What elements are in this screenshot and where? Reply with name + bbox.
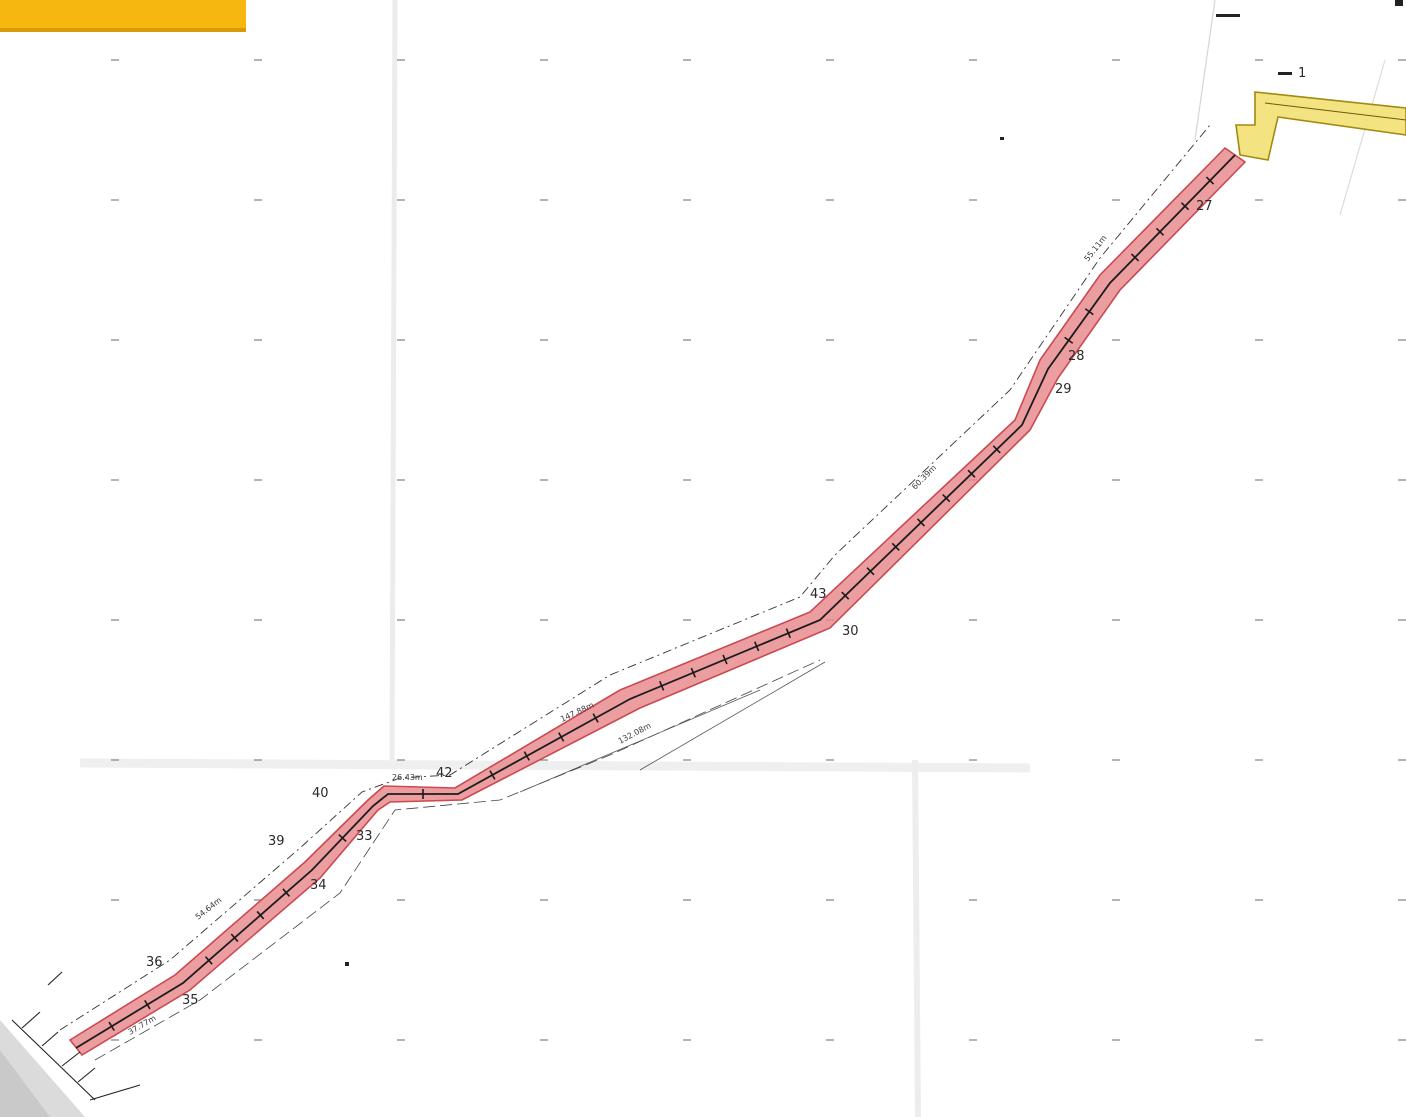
point-label-1: 1 bbox=[1298, 66, 1306, 81]
point-label-30: 30 bbox=[842, 624, 859, 639]
boundary-tick bbox=[204, 956, 213, 965]
point-label-28: 28 bbox=[1068, 349, 1085, 364]
point-label-35: 35 bbox=[182, 993, 199, 1008]
boundary-tick bbox=[754, 641, 760, 652]
boundary-tick bbox=[144, 999, 151, 1010]
boundary-tick bbox=[967, 469, 976, 478]
boundary-tick bbox=[916, 518, 926, 527]
boundary-tick bbox=[1130, 253, 1140, 262]
corridor-centerline bbox=[75, 154, 1236, 1049]
boundary-tick bbox=[1064, 336, 1074, 344]
boundary-tick bbox=[1205, 176, 1215, 185]
segment-label-7: 60.39m bbox=[910, 463, 938, 491]
boundary-tick bbox=[282, 888, 291, 897]
point-label-34: 34 bbox=[310, 878, 327, 893]
boundary-tick bbox=[1180, 202, 1190, 211]
boundary-tick bbox=[722, 654, 728, 665]
segment-label-6: 55.11m bbox=[1082, 233, 1108, 263]
segment-label-3: 26.43m bbox=[392, 773, 423, 782]
point-label-42: 42 bbox=[436, 766, 453, 781]
segment-label-2: 132.08m bbox=[617, 721, 653, 746]
boundary-tick bbox=[785, 628, 791, 639]
grid-marks bbox=[111, 59, 1406, 1041]
boundary-tick bbox=[108, 1021, 115, 1032]
offset-line-north bbox=[59, 124, 1211, 1031]
boundary-tick bbox=[866, 567, 875, 576]
point-label-39: 39 bbox=[268, 834, 285, 849]
boundary-tick bbox=[1155, 227, 1165, 236]
boundary-tick bbox=[489, 770, 496, 780]
dimension-block bbox=[11, 971, 141, 1101]
point-label-36: 36 bbox=[146, 955, 163, 970]
point-label-43: 43 bbox=[810, 587, 827, 602]
boundary-ticks bbox=[108, 176, 1215, 1032]
boundary-tick bbox=[891, 542, 900, 552]
boundary-tick bbox=[592, 713, 599, 723]
point-label-33: 33 bbox=[356, 829, 373, 844]
boundary-tick bbox=[256, 910, 265, 920]
offset-line-south bbox=[94, 659, 821, 1061]
survey-corridor bbox=[68, 146, 1247, 1057]
boundary-tick bbox=[230, 933, 239, 943]
boundary-tick bbox=[558, 732, 565, 742]
connector-parcel bbox=[1235, 91, 1406, 161]
boundary-tick bbox=[659, 680, 665, 691]
boundary-tick bbox=[841, 591, 850, 600]
boundary-tick bbox=[942, 493, 951, 503]
boundary-tick bbox=[523, 751, 530, 761]
point-label-40: 40 bbox=[312, 786, 329, 801]
boundary-tick bbox=[992, 445, 1001, 454]
boundary-tick bbox=[338, 833, 347, 843]
boundary-tick bbox=[1084, 308, 1094, 316]
point-label-29: 29 bbox=[1055, 382, 1072, 397]
orange-tab bbox=[0, 0, 246, 32]
point-label-27: 27 bbox=[1196, 199, 1213, 214]
boundary-tick bbox=[690, 667, 696, 678]
